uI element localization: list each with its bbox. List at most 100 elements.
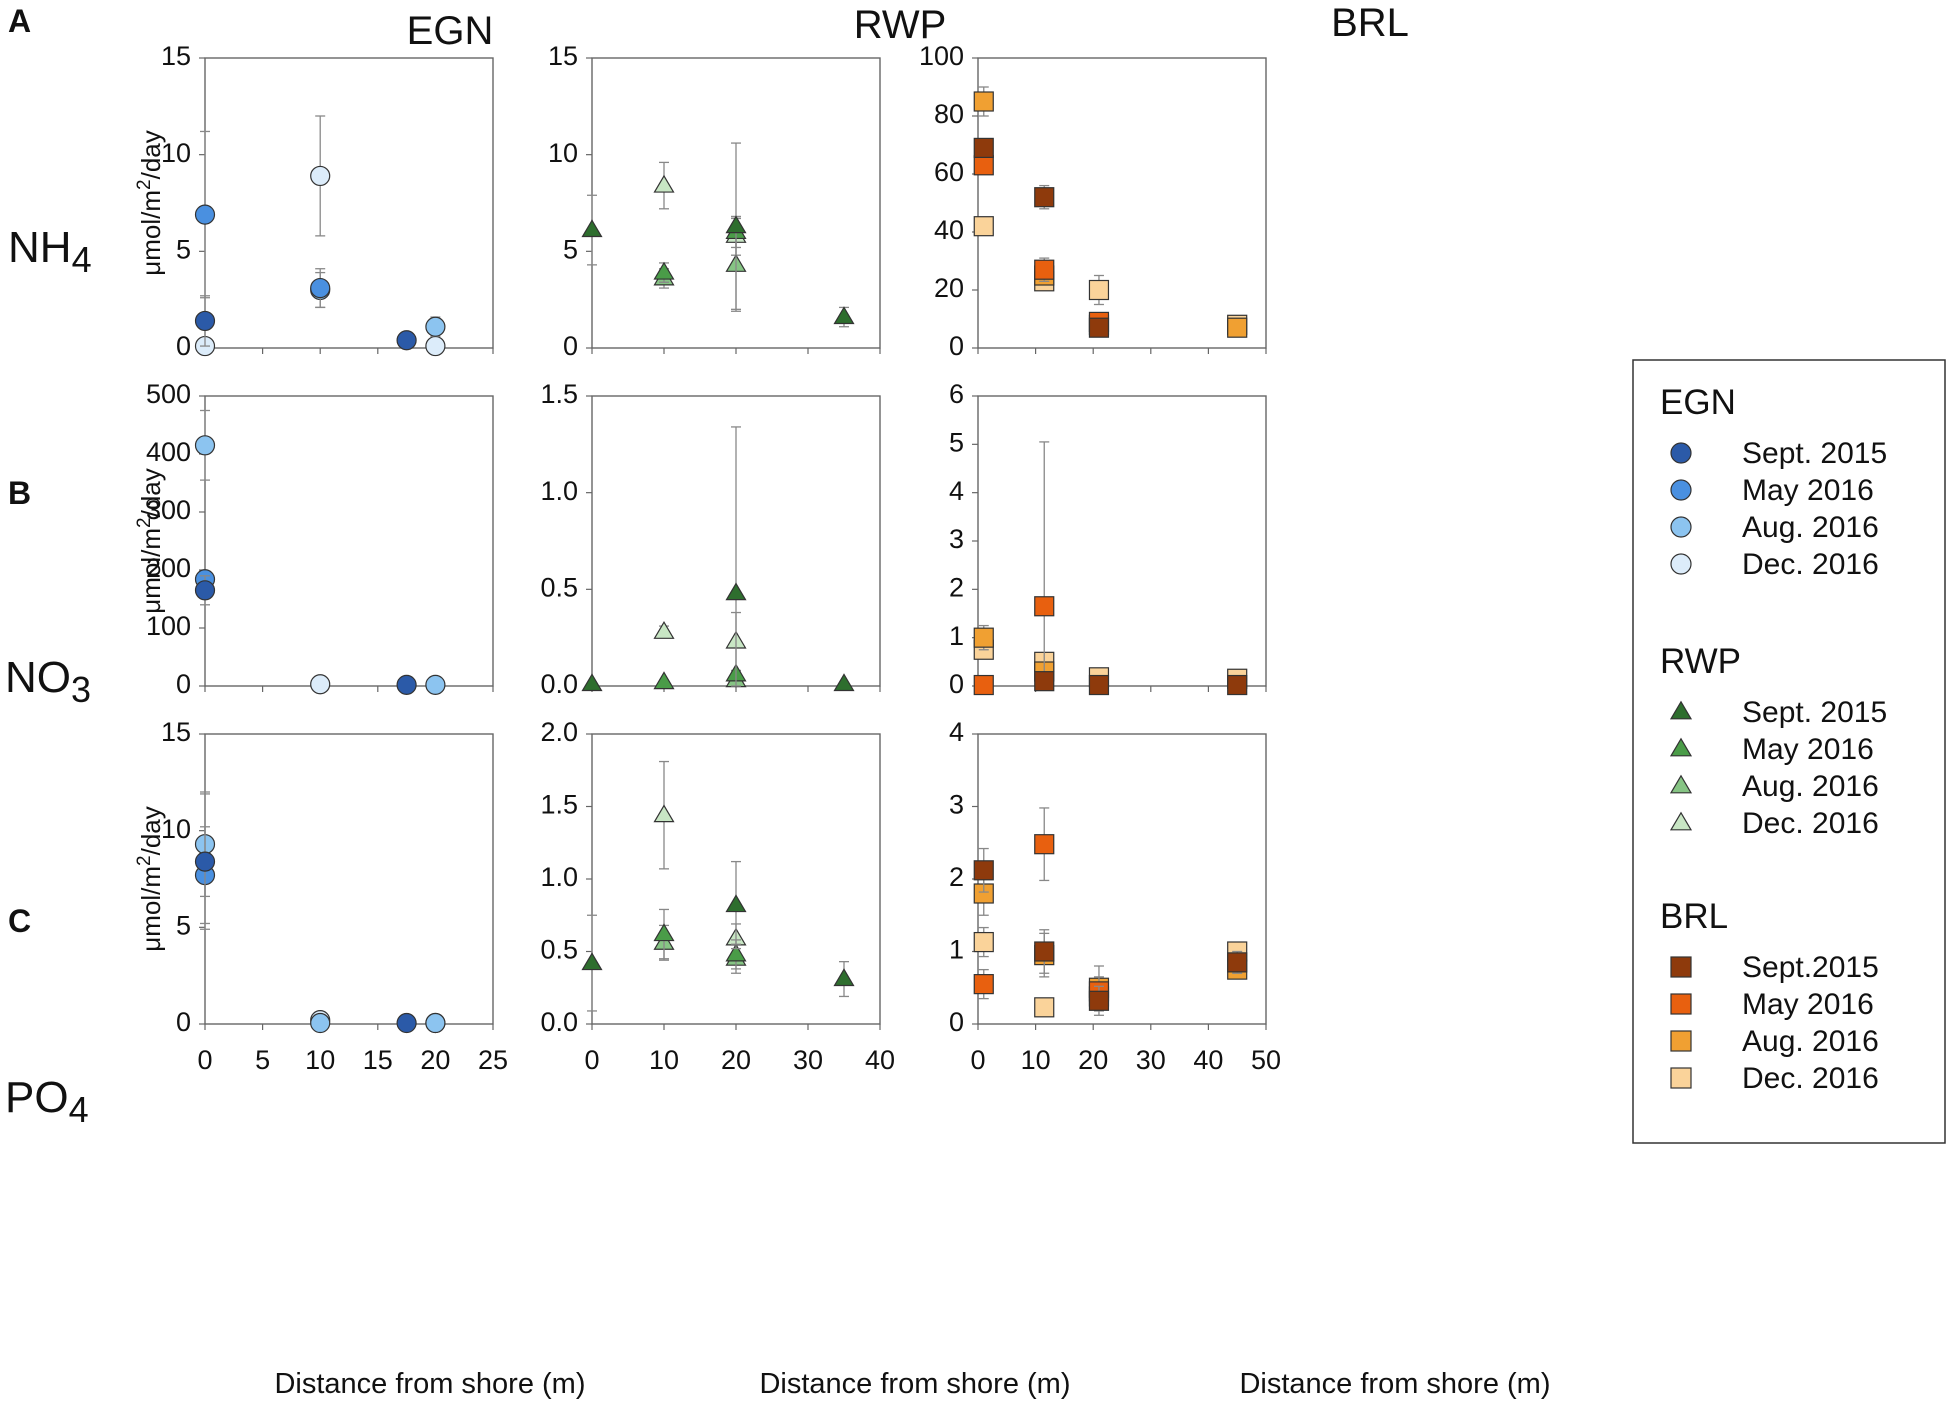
- panel-letter-b: B: [8, 475, 31, 511]
- data-point-brl-dec-2016: [1034, 997, 1055, 1018]
- panel-letter-c: C: [8, 903, 31, 939]
- y-tick-label: 0: [176, 1007, 191, 1037]
- panel-rwp-no3: 0.0 0.5 1.0 1.5: [540, 379, 881, 699]
- column-title-rwp: RWP: [854, 3, 947, 47]
- legend-group-title: BRL: [1660, 897, 1728, 936]
- legend-marker-rwp-sept-2015: [1669, 700, 1693, 720]
- y-tick-label: 300: [146, 495, 191, 525]
- data-point-brl-sept-2015: [1227, 952, 1248, 973]
- y-tick-label: 1.0: [540, 476, 578, 506]
- y-tick-label: 500: [146, 379, 191, 409]
- data-point-egn-sept-2015: [396, 1012, 417, 1034]
- data-point-brl-sept-2015: [973, 860, 994, 881]
- legend-label-brl-aug-2016: Aug. 2016: [1742, 1025, 1879, 1058]
- legend-label-egn-sept-2015: Sept. 2015: [1742, 437, 1887, 470]
- plot-frame: [977, 57, 1267, 349]
- y-tick-label: 0.5: [540, 572, 578, 602]
- data-point-brl-sept-2015: [1034, 671, 1055, 692]
- data-point-brl-sept-2015: [1088, 317, 1110, 338]
- legend-label-rwp-may-2016: May 2016: [1742, 733, 1874, 766]
- data-point-egn-aug-2016: [194, 435, 216, 456]
- x-tick-label: 0: [197, 1045, 212, 1075]
- y-tick-label: 40: [934, 215, 964, 245]
- data-point-brl-dec-2016: [973, 931, 994, 953]
- y-tick-label: 0: [176, 331, 191, 361]
- y-tick-label: 1.5: [540, 379, 578, 409]
- panel-letter-a: A: [8, 3, 31, 39]
- legend-marker-brl-aug-2016: [1670, 1030, 1692, 1052]
- y-tick-label: 5: [949, 427, 964, 457]
- y-axis-label: μmol/m2/day: [134, 130, 166, 276]
- legend-label-brl-may-2016: May 2016: [1742, 988, 1874, 1021]
- y-tick-label: 15: [161, 41, 191, 71]
- x-tick-label: 25: [478, 1045, 508, 1075]
- y-tick-label: 6: [949, 379, 964, 409]
- x-tick-label: 20: [1078, 1045, 1108, 1075]
- data-point-rwp-sept-2015: [833, 968, 855, 987]
- legend-label-egn-dec-2016: Dec. 2016: [1742, 548, 1879, 581]
- y-tick-label: 400: [146, 437, 191, 467]
- x-tick-label: 40: [1193, 1045, 1223, 1075]
- data-point-brl-may-2016: [973, 674, 994, 696]
- y-tick-label: 0.5: [540, 935, 578, 965]
- plot-frame: [977, 395, 1267, 687]
- data-point-brl-sept-2015: [1034, 941, 1055, 962]
- x-tick-label: 15: [363, 1045, 393, 1075]
- y-tick-label: 5: [176, 234, 191, 264]
- data-point-egn-sept-2015: [396, 674, 417, 695]
- data-point-brl-sept-2015: [1227, 674, 1248, 696]
- data-point-brl-may-2016: [1034, 596, 1055, 617]
- data-point-rwp-may-2016: [653, 671, 675, 690]
- data-point-rwp-may-2016: [653, 261, 675, 280]
- row-label-subscript: 4: [72, 239, 92, 280]
- legend-label-rwp-dec-2016: Dec. 2016: [1742, 807, 1879, 840]
- y-tick-label: 80: [934, 99, 964, 129]
- y-tick-label: 0: [949, 669, 964, 699]
- y-tick-label: 0: [176, 669, 191, 699]
- legend-marker-egn-dec-2016: [1670, 553, 1692, 575]
- data-point-brl-dec-2016: [1088, 279, 1110, 301]
- data-point-egn-may-2016: [194, 204, 216, 225]
- y-tick-label: 15: [161, 717, 191, 747]
- legend-marker-rwp-dec-2016: [1669, 811, 1693, 831]
- data-point-egn-aug-2016: [310, 1012, 331, 1034]
- y-tick-label: 0.0: [540, 669, 578, 699]
- x-tick-label: 20: [420, 1045, 450, 1075]
- y-tick-label: 0: [563, 331, 578, 361]
- x-tick-label: 10: [1021, 1045, 1051, 1075]
- data-point-brl-aug-2016: [1227, 317, 1248, 338]
- data-point-brl-aug-2016: [973, 91, 994, 112]
- data-point-rwp-sept-2015: [725, 894, 747, 913]
- panel-brl-nh4: 0 20 40 60 80 100: [919, 41, 1267, 361]
- panel-egn-nh4: 0 5 10 15 μmol/m2/day: [134, 41, 494, 361]
- x-axis-label-brl: Distance from shore (m): [1239, 1368, 1550, 1400]
- y-tick-label: 100: [919, 41, 964, 71]
- x-tick-label: 10: [305, 1045, 335, 1075]
- y-tick-label: 2: [949, 862, 964, 892]
- y-tick-label: 0: [949, 1007, 964, 1037]
- data-point-egn-dec-2016: [425, 335, 446, 357]
- data-point-brl-may-2016: [973, 974, 994, 995]
- data-point-rwp-dec-2016: [653, 620, 675, 639]
- plot-frame: [204, 57, 494, 349]
- legend-label-rwp-sept-2015: Sept. 2015: [1742, 696, 1887, 729]
- y-tick-label: 1.5: [540, 790, 578, 820]
- legend-marker-brl-may-2016: [1670, 993, 1692, 1015]
- x-tick-label: 50: [1251, 1045, 1281, 1075]
- y-tick-label: 200: [146, 553, 191, 583]
- x-tick-label: 0: [970, 1045, 985, 1075]
- y-tick-label: 3: [949, 524, 964, 554]
- y-tick-label: 4: [949, 717, 964, 747]
- legend-label-brl-dec-2016: Dec. 2016: [1742, 1062, 1879, 1095]
- data-point-rwp-dec-2016: [653, 804, 675, 823]
- legend-label-brl-sept-2015: Sept.2015: [1742, 951, 1879, 984]
- y-tick-label: 10: [161, 138, 191, 168]
- error-bar: [1039, 441, 1050, 687]
- y-tick-label: 20: [934, 273, 964, 303]
- legend-marker-egn-aug-2016: [1670, 516, 1692, 538]
- legend-group-brl: BRL Sept.2015 May 2016 Aug. 2016 Dec. 2016: [1660, 897, 1879, 1095]
- figure-labels: A B C EGN RWP BRL NH4 NO3 PO4 Distance f…: [5, 1, 1551, 1400]
- data-point-brl-sept-2015: [1088, 674, 1110, 696]
